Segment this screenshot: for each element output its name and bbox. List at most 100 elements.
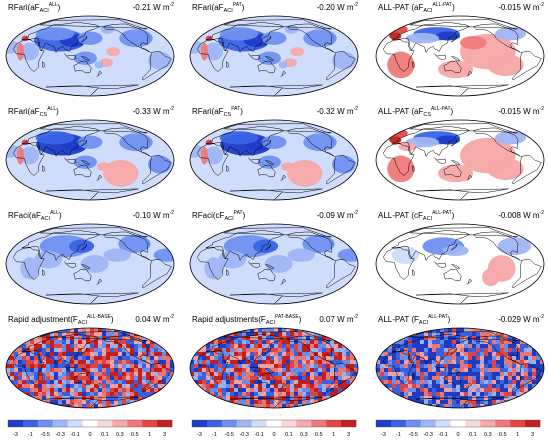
- panel-title: ALL-PAT (aFCSALL-PAT): [378, 106, 454, 118]
- colorbar-tick-label: 3: [163, 432, 166, 438]
- colorbar-segment: [311, 420, 327, 427]
- panel-global-mean: 0.04 W m-2: [135, 314, 174, 324]
- colorbar-segment: [525, 420, 541, 427]
- colorbar-tick-label: -0.5: [225, 432, 234, 438]
- colorbar-segment: [465, 420, 481, 427]
- panel-title: Rapid adjustments(FACIPAT-BASE): [192, 314, 302, 326]
- colorbar-segment: [192, 420, 208, 427]
- colorbar-tick-label: 3: [531, 432, 534, 438]
- colorbar-tick-label: -0.3: [55, 432, 64, 438]
- world-map: [189, 15, 359, 97]
- colorbar-segment: [376, 420, 392, 427]
- colorbar-tick-label: -1: [212, 432, 217, 438]
- panel-global-mean: -0.015 W m-2: [498, 106, 544, 116]
- colorbar-segment: [112, 420, 128, 427]
- colorbar-segment: [236, 420, 252, 427]
- colorbar-segment: [8, 420, 24, 427]
- colorbar: -3 -1 -0.5 -0.3 -0.1 0 0.1 0.3 0.5 1 3: [368, 418, 548, 440]
- panel-1: RFari(aFACIALL) -0.21 W m-2: [2, 2, 178, 102]
- panel-global-mean: -0.029 W m-2: [498, 314, 544, 324]
- panel-4: RFari(aFCSALL) -0.33 W m-2: [2, 106, 178, 206]
- colorbar-segment: [251, 420, 267, 427]
- panel-9: ALL-PAT (cFACIALL-PAT) -0.008 W m-2: [372, 210, 548, 310]
- colorbar-segment: [82, 420, 98, 427]
- colorbar-tick-label: -1: [28, 432, 33, 438]
- colorbar-segment: [495, 420, 511, 427]
- panel-10: Rapid adjustment(FACIALL-BASE) 0.04 W m-…: [2, 314, 178, 414]
- colorbar-segment: [206, 420, 223, 427]
- colorbar-segment: [97, 420, 113, 427]
- colorbar-segment: [157, 420, 173, 427]
- panel-global-mean: -0.32 W m-2: [316, 106, 358, 116]
- colorbar-tick-label: 0.5: [315, 432, 323, 438]
- colorbar-segment: [52, 420, 68, 427]
- colorbar-tick-label: 0.5: [131, 432, 139, 438]
- world-map: [189, 327, 359, 409]
- colorbar-segment: [67, 420, 83, 427]
- panel-8: RFaci(cFACIPAT) -0.09 W m-2: [186, 210, 362, 310]
- colorbar-tick-label: 0.3: [484, 432, 492, 438]
- panel-global-mean: -0.10 W m-2: [132, 210, 174, 220]
- colorbar-segment: [266, 420, 282, 427]
- world-map: [375, 119, 545, 201]
- world-map: [375, 327, 545, 409]
- colorbar-tick-label: 0.1: [285, 432, 293, 438]
- colorbar-tick-label: 1: [516, 432, 519, 438]
- colorbar-segment: [281, 420, 297, 427]
- colorbar-segment: [341, 420, 357, 427]
- colorbar-tick-label: 0: [88, 432, 91, 438]
- colorbar-tick-label: 0.1: [101, 432, 109, 438]
- panel-title: RFaci(cFACIPAT): [192, 210, 246, 222]
- colorbar-segment: [142, 420, 158, 427]
- colorbar-segment: [420, 420, 436, 427]
- colorbar-tick-label: 0.3: [116, 432, 124, 438]
- colorbar-segment: [510, 420, 526, 427]
- colorbar: -3 -1 -0.5 -0.3 -0.1 0 0.1 0.3 0.5 1 3: [0, 418, 180, 440]
- colorbar-tick-label: -3: [13, 432, 18, 438]
- colorbar-tick-label: 0.5: [499, 432, 507, 438]
- colorbar-tick-label: 1: [148, 432, 151, 438]
- panel-global-mean: -0.21 W m-2: [132, 2, 174, 12]
- world-map: [5, 15, 175, 97]
- panel-global-mean: -0.20 W m-2: [316, 2, 358, 12]
- world-map: [5, 223, 175, 305]
- colorbar-tick-label: 0.3: [300, 432, 308, 438]
- panel-global-mean: 0.07 W m-2: [319, 314, 358, 324]
- panel-title: RFari(aFACIALL): [8, 2, 61, 14]
- panel-global-mean: -0.33 W m-2: [132, 106, 174, 116]
- colorbar-tick-label: -0.1: [254, 432, 263, 438]
- world-map: [189, 119, 359, 201]
- colorbar-tick-label: 0: [456, 432, 459, 438]
- colorbar-tick-label: -1: [396, 432, 401, 438]
- world-map: [375, 223, 545, 305]
- panel-global-mean: -0.015 W m-2: [498, 2, 544, 12]
- panel-7: RFaci(aFACIALL) -0.10 W m-2: [2, 210, 178, 310]
- panel-3: ALL-PAT (aFACIALL-PAT) -0.015 W m-2: [372, 2, 548, 102]
- panel-title: RFari(aFCSALL): [8, 106, 59, 118]
- colorbar-segment: [390, 420, 407, 427]
- panel-2: RFari(aFACIPAT) -0.20 W m-2: [186, 2, 362, 102]
- colorbar-tick-label: -0.1: [438, 432, 447, 438]
- world-map: [189, 223, 359, 305]
- panel-title: ALL-PAT (aFACIALL-PAT): [378, 2, 455, 14]
- colorbar-tick-label: 0: [272, 432, 275, 438]
- colorbar-segment: [221, 420, 238, 427]
- panel-title: ALL-PAT (FACIALL-PAT): [378, 314, 451, 326]
- colorbar-tick-label: 3: [347, 432, 350, 438]
- panel-12: ALL-PAT (FACIALL-PAT) -0.029 W m-2: [372, 314, 548, 414]
- colorbar-tick-label: -3: [197, 432, 202, 438]
- panel-6: ALL-PAT (aFCSALL-PAT) -0.015 W m-2: [372, 106, 548, 206]
- colorbar-tick-label: -0.5: [41, 432, 50, 438]
- panel-title: ALL-PAT (cFACIALL-PAT): [378, 210, 455, 222]
- world-map: [5, 327, 175, 409]
- colorbar-segment: [480, 420, 496, 427]
- colorbar-segment: [405, 420, 422, 427]
- panel-global-mean: -0.09 W m-2: [316, 210, 358, 220]
- panel-global-mean: -0.008 W m-2: [498, 210, 544, 220]
- panel-title: Rapid adjustment(FACIALL-BASE): [8, 314, 114, 326]
- panel-11: Rapid adjustments(FACIPAT-BASE) 0.07 W m…: [186, 314, 362, 414]
- colorbar-segment: [296, 420, 312, 427]
- colorbar-tick-label: 0.1: [469, 432, 477, 438]
- colorbar-segment: [127, 420, 143, 427]
- panel-title: RFari(aFACIPAT): [192, 2, 245, 14]
